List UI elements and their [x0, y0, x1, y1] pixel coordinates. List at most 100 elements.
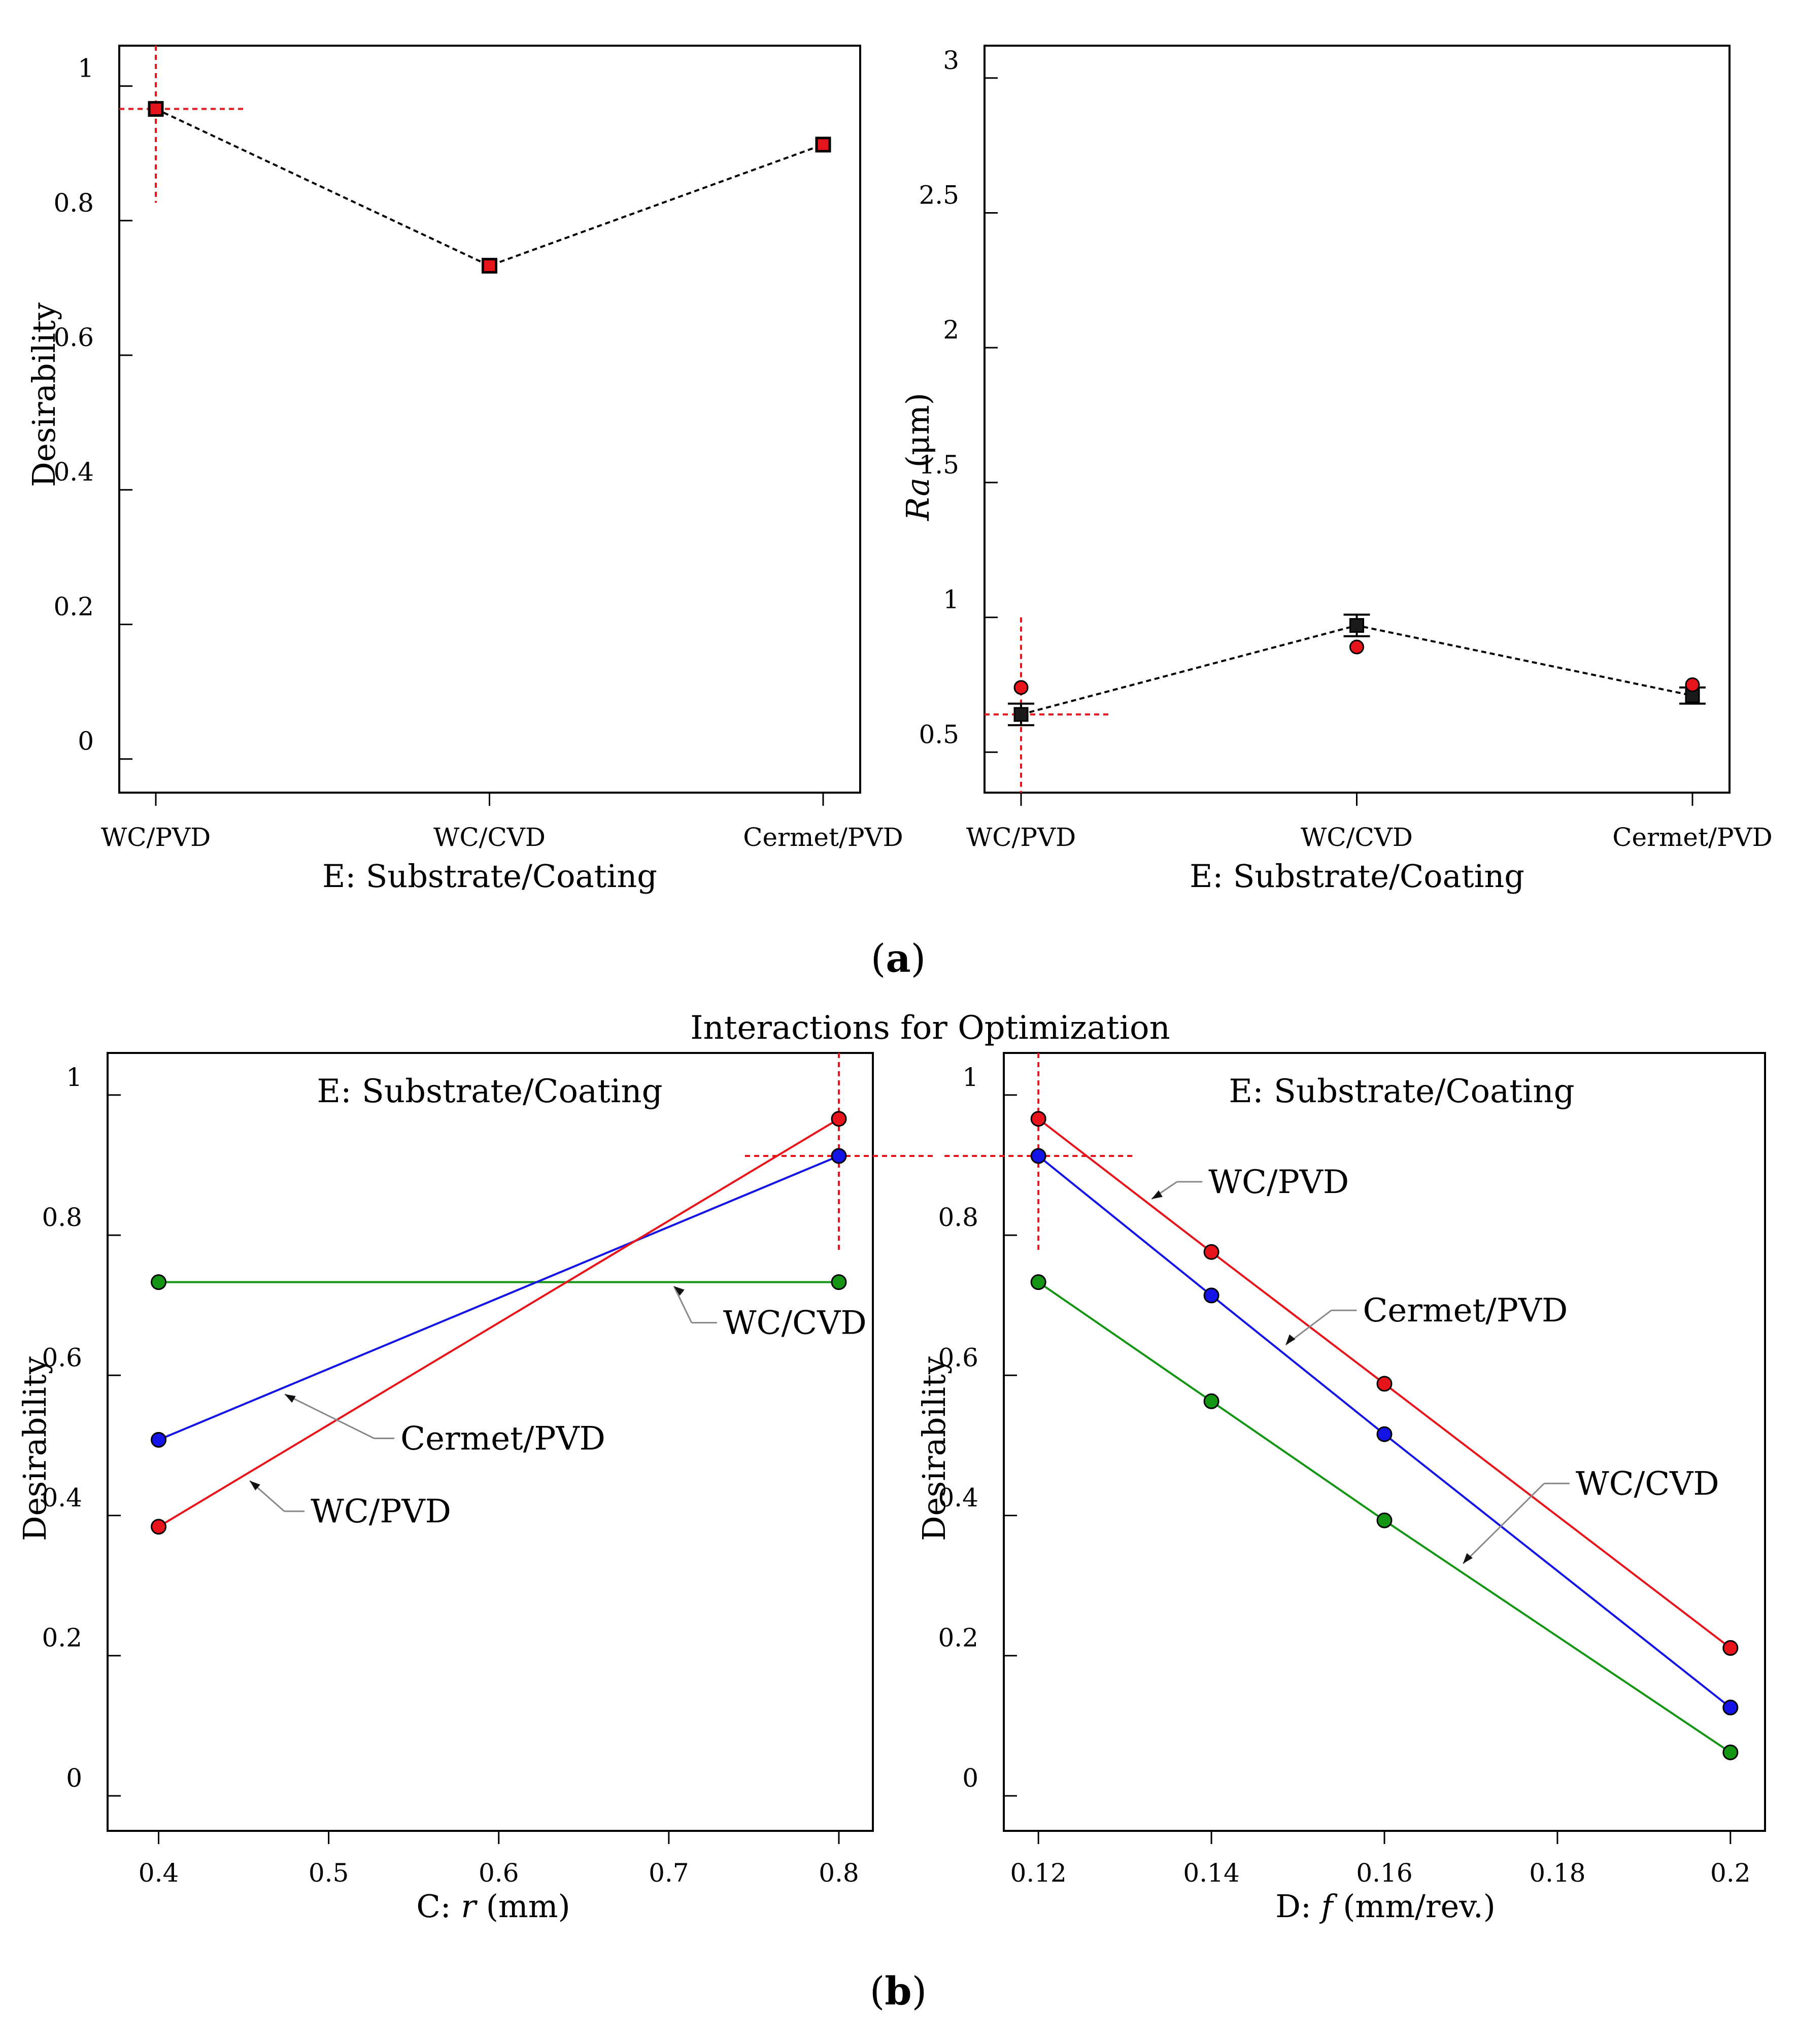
- chart-a1-y-tick-label: 1: [78, 54, 94, 83]
- chart-b1-annotation-label: WC/PVD: [311, 1493, 451, 1530]
- chart-a1-point: [815, 137, 831, 153]
- chart-a2-y-tick-label: 3: [943, 46, 959, 75]
- chart-b1-point-wc-pvd: [151, 1519, 167, 1535]
- chart-b1-marks: 0 0.2 0.4 0.6 0.8 1 0.4 0.5 0.6 0.7 0.8 WC/CVD Cerme…: [42, 1053, 933, 1888]
- chart-a1-marks: 0 0.2 0.4 0.6 0.8 1 WC/PVD WC/CVD Cermet/PVD: [53, 46, 903, 852]
- chart-a2-observed-point: [1013, 680, 1029, 695]
- caption-a: (a): [871, 936, 926, 981]
- chart-b2-annotation-label: WC/CVD: [1576, 1465, 1719, 1503]
- chart-a2-point: [1013, 707, 1029, 722]
- chart-b1-series-line-wc-pvd: [158, 1118, 840, 1528]
- chart-a2-observed-point: [1349, 639, 1364, 655]
- chart-b2-series-line-wc-pvd: [1037, 1118, 1732, 1649]
- chart-b1-x-label: C: r (mm): [416, 1888, 570, 1925]
- chart-a1-x-tick-label: WC/PVD: [101, 823, 211, 852]
- chart-a1-y-tick-label: 0: [78, 727, 94, 756]
- chart-b1-x-label-italic: r: [461, 1888, 478, 1925]
- chart-a1-desirability-by-substrate: 0 0.2 0.4 0.6 0.8 1 WC/PVD WC/CVD Cermet/PVD E: …: [25, 45, 903, 895]
- chart-a2-y-tick-label: 1: [943, 585, 959, 615]
- chart-b1-y-tick-label: 0: [66, 1763, 82, 1793]
- chart-b1-point-wc-cvd: [831, 1274, 847, 1290]
- chart-b2-marks: 0 0.2 0.4 0.6 0.8 1 0.12 0.14 0.16 0.18 0.2 WC/PVD C…: [938, 1053, 1751, 1888]
- chart-b1-y-tick-label: 0.8: [42, 1203, 82, 1232]
- chart-b1-annotation-arrowhead: [673, 1286, 685, 1296]
- chart-a1-y-tick-label: 0.2: [53, 592, 94, 621]
- chart-b2-y-tick-label: 0.2: [938, 1623, 978, 1653]
- chart-b2-point-cermet-pvd: [1203, 1287, 1219, 1304]
- chart-b2-annotation-arrowhead: [1151, 1190, 1163, 1199]
- figure-suptitle: Interactions for Optimization: [690, 1009, 1170, 1047]
- chart-b1-x-tick-label: 0.8: [819, 1858, 859, 1888]
- chart-a2-point: [1349, 618, 1364, 633]
- chart-b1-x-tick-label: 0.6: [479, 1858, 519, 1888]
- chart-b1-point-wc-cvd: [151, 1274, 167, 1290]
- chart-a2-y-tick-label: 1.5: [919, 450, 959, 480]
- chart-b1-x-label-pre: C:: [416, 1888, 461, 1925]
- chart-b1-x-tick-label: 0.7: [649, 1858, 689, 1888]
- chart-b1-annotation-label: WC/CVD: [723, 1305, 867, 1342]
- chart-b2-y-tick-label: 0.8: [938, 1203, 978, 1232]
- chart-b2-x-label-pre: D:: [1275, 1888, 1321, 1925]
- chart-b2-annotation-arrowhead: [1463, 1553, 1473, 1564]
- chart-b1-y-label: Desirability: [16, 1356, 53, 1541]
- chart-b1-y-tick-label: 0.4: [42, 1483, 82, 1513]
- chart-a1-point: [482, 258, 497, 274]
- chart-b2-x-tick-label: 0.18: [1529, 1858, 1585, 1888]
- chart-a1-y-tick-label: 0.6: [53, 323, 94, 352]
- chart-a1-series-line: [155, 108, 824, 267]
- chart-a2-y-label-italic: Ra: [899, 478, 936, 521]
- chart-a2-y-label-unit: (μm): [899, 393, 936, 478]
- chart-b2-point-wc-pvd: [1376, 1376, 1393, 1392]
- chart-b1-x-tick-label: 0.5: [309, 1858, 349, 1888]
- chart-b2-x-label: D: f (mm/rev.): [1275, 1888, 1496, 1925]
- chart-b1-x-label-post: (mm): [476, 1888, 570, 1925]
- chart-b1-y-tick-label: 1: [66, 1063, 82, 1092]
- chart-b2-x-tick-label: 0.14: [1183, 1858, 1239, 1888]
- chart-b1-annotation-leader: [673, 1285, 693, 1323]
- chart-b2-point-cermet-pvd: [1722, 1699, 1739, 1716]
- chart-a1-y-tick-label: 0.4: [53, 457, 94, 487]
- caption-b: (b): [870, 1968, 927, 2014]
- chart-b2-desirability-vs-f: 0 0.2 0.4 0.6 0.8 1 0.12 0.14 0.16 0.18 0.2 WC/PVD C…: [916, 1052, 1766, 1925]
- chart-a1-point: [148, 101, 164, 117]
- chart-a2-y-tick-label: 0.5: [919, 720, 959, 749]
- chart-a1-x-tick-label: WC/CVD: [433, 823, 546, 852]
- chart-a2-x-tick-label: Cermet/PVD: [1612, 823, 1773, 852]
- chart-b2-point-wc-pvd: [1203, 1244, 1219, 1260]
- chart-b2-title: E: Substrate/Coating: [1229, 1073, 1574, 1110]
- chart-b2-point-wc-cvd: [1376, 1512, 1393, 1528]
- chart-a2-observed-point: [1685, 677, 1700, 692]
- chart-a2-y-label: Ra (μm): [899, 393, 936, 521]
- chart-b2-y-tick-label: 0: [962, 1763, 978, 1793]
- chart-b2-series-line-wc-cvd: [1038, 1281, 1731, 1753]
- chart-b1-point-cermet-pvd: [831, 1148, 847, 1164]
- chart-b2-x-tick-label: 0.16: [1356, 1858, 1412, 1888]
- chart-b1-x-tick-label: 0.4: [139, 1858, 179, 1888]
- chart-b2-y-label: Desirability: [916, 1356, 953, 1541]
- chart-a2-x-label: E: Substrate/Coating: [1190, 858, 1524, 895]
- chart-b1-annotation-label: Cermet/PVD: [400, 1420, 605, 1457]
- chart-a2-y-tick-label: 2.5: [919, 180, 959, 210]
- chart-b1-annotation-arrowhead: [250, 1481, 260, 1491]
- chart-a1-y-tick-label: 0.8: [53, 188, 94, 218]
- chart-b2-annotation-label: Cermet/PVD: [1363, 1292, 1568, 1330]
- caption-b-letter: b: [885, 1968, 911, 2014]
- chart-b2-x-tick-label: 0.12: [1010, 1858, 1067, 1888]
- chart-b1-y-tick-label: 0.6: [42, 1343, 82, 1372]
- chart-b2-point-wc-pvd: [1030, 1111, 1046, 1127]
- chart-b1-series-line-cermet-pvd: [158, 1155, 839, 1441]
- chart-b2-point-cermet-pvd: [1030, 1148, 1046, 1164]
- chart-a1-x-label: E: Substrate/Coating: [322, 858, 657, 895]
- chart-b1-title: E: Substrate/Coating: [317, 1073, 662, 1110]
- chart-b1-y-tick-label: 0.2: [42, 1623, 82, 1653]
- chart-b1-frame: [107, 1052, 874, 1832]
- chart-a2-x-tick-label: WC/CVD: [1301, 823, 1413, 852]
- chart-b2-annotation-label: WC/PVD: [1208, 1164, 1349, 1201]
- chart-b1-annotation-leader: [284, 1393, 375, 1439]
- chart-a2-y-tick-label: 2: [943, 315, 959, 345]
- chart-a1-y-label: Desirability: [25, 302, 62, 487]
- chart-b2-y-tick-label: 1: [962, 1063, 978, 1092]
- chart-b1-point-cermet-pvd: [151, 1432, 167, 1448]
- chart-b2-point-cermet-pvd: [1376, 1426, 1393, 1442]
